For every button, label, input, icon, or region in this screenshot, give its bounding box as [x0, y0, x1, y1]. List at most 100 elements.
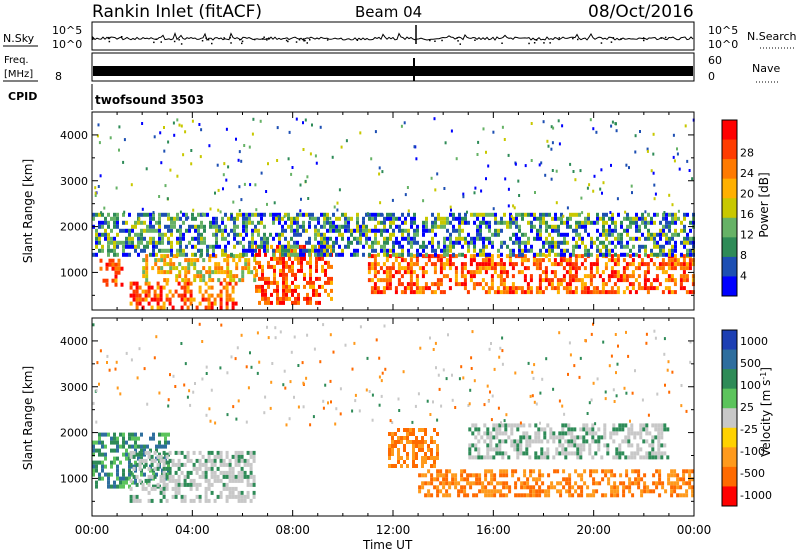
heatmap-cell [153, 458, 157, 463]
heatmap-cell [92, 468, 95, 473]
heatmap-cell [436, 254, 440, 259]
heatmap-cell [98, 212, 101, 217]
heatmap-cell [374, 232, 377, 237]
heatmap-cell [166, 254, 170, 259]
nave-label: Nave [752, 62, 780, 75]
heatmap-cell [404, 216, 407, 221]
heatmap-cell [616, 290, 620, 295]
heatmap-cell [541, 258, 545, 263]
heatmap-cell [515, 224, 518, 229]
heatmap-cell [547, 282, 551, 287]
heatmap-cell [368, 390, 371, 393]
heatmap-cell [158, 452, 161, 457]
heatmap-cell [635, 228, 638, 233]
heatmap-cell [319, 125, 322, 129]
heatmap-cell [523, 254, 527, 259]
heatmap-cell [601, 290, 605, 295]
heatmap-cell [641, 212, 644, 217]
heatmap-cell [205, 365, 208, 369]
heatmap-cell [143, 212, 146, 217]
heatmap-cell [195, 486, 199, 491]
heatmap-cell [442, 485, 446, 490]
heatmap-cell [516, 439, 520, 444]
heatmap-cell [332, 220, 335, 225]
heatmap-cell [228, 458, 232, 463]
heatmap-cell [668, 193, 671, 197]
heatmap-cell [335, 236, 338, 241]
heatmap-cell [282, 276, 285, 281]
heatmap-cell [293, 248, 296, 253]
heatmap-cell [638, 228, 641, 233]
heatmap-cell [463, 266, 467, 271]
heatmap-cell [580, 262, 584, 267]
heatmap-cell [523, 278, 527, 283]
heatmap-cell [661, 258, 665, 263]
heatmap-cell [688, 473, 692, 478]
heatmap-cell [613, 489, 617, 494]
heatmap-cell [608, 224, 611, 229]
heatmap-cell [558, 142, 561, 146]
heatmap-cell [520, 493, 524, 498]
heatmap-cell [595, 489, 599, 494]
heatmap-cell [276, 284, 279, 289]
heatmap-cell [159, 305, 163, 310]
heatmap-cell [247, 270, 251, 275]
heatmap-cell [633, 435, 637, 440]
heatmap-cell [138, 498, 142, 503]
heatmap-cell [622, 493, 626, 498]
heatmap-cell [492, 427, 496, 432]
heatmap-cell [167, 452, 170, 457]
heatmap-cell [92, 472, 95, 477]
heatmap-cell [146, 444, 149, 449]
heatmap-cell [410, 252, 413, 257]
heatmap-cell [158, 444, 161, 449]
heatmap-cell [478, 282, 482, 287]
heatmap-cell [303, 244, 306, 249]
heatmap-cell [163, 254, 167, 259]
heatmap-cell [128, 236, 131, 241]
heatmap-cell [260, 220, 263, 225]
heatmap-cell [153, 293, 157, 298]
noise-search-point [543, 42, 545, 44]
x-tick-label: 20:00 [576, 523, 611, 537]
heatmap-cell [400, 258, 404, 263]
heatmap-cell [581, 224, 584, 229]
heatmap-cell [673, 469, 677, 474]
heatmap-cell [455, 216, 458, 221]
heatmap-cell [150, 498, 154, 503]
heatmap-cell [542, 120, 545, 124]
heatmap-cell [534, 423, 538, 428]
heatmap-cell [493, 262, 497, 267]
heatmap-cell [261, 288, 264, 293]
heatmap-cell [341, 248, 344, 253]
heatmap-cell [568, 270, 572, 275]
heatmap-cell [498, 451, 502, 456]
heatmap-cell [476, 224, 479, 229]
heatmap-cell [228, 297, 232, 302]
heatmap-cell [152, 236, 155, 241]
colorbar-tick-label: 16 [740, 208, 754, 221]
heatmap-cell [366, 212, 369, 216]
heatmap-cell [443, 244, 446, 249]
heatmap-cell [401, 232, 404, 237]
heatmap-cell [198, 474, 202, 479]
heatmap-cell [282, 288, 285, 293]
heatmap-cell [577, 473, 581, 478]
heatmap-cell [611, 240, 614, 245]
heatmap-cell [436, 452, 439, 456]
noise-search-point [229, 37, 231, 39]
heatmap-cell [385, 266, 389, 271]
heatmap-cell [155, 220, 158, 225]
heatmap-cell [652, 132, 655, 136]
heatmap-cell [614, 220, 617, 225]
heatmap-cell [214, 270, 218, 275]
heatmap-cell [243, 474, 247, 479]
heatmap-cell [602, 224, 605, 229]
heatmap-cell [448, 469, 452, 474]
heatmap-cell [613, 258, 617, 263]
heatmap-cell [135, 297, 139, 302]
heatmap-cell [630, 455, 634, 460]
heatmap-cell [279, 256, 282, 261]
heatmap-cell [285, 272, 288, 277]
heatmap-cell [216, 450, 220, 455]
